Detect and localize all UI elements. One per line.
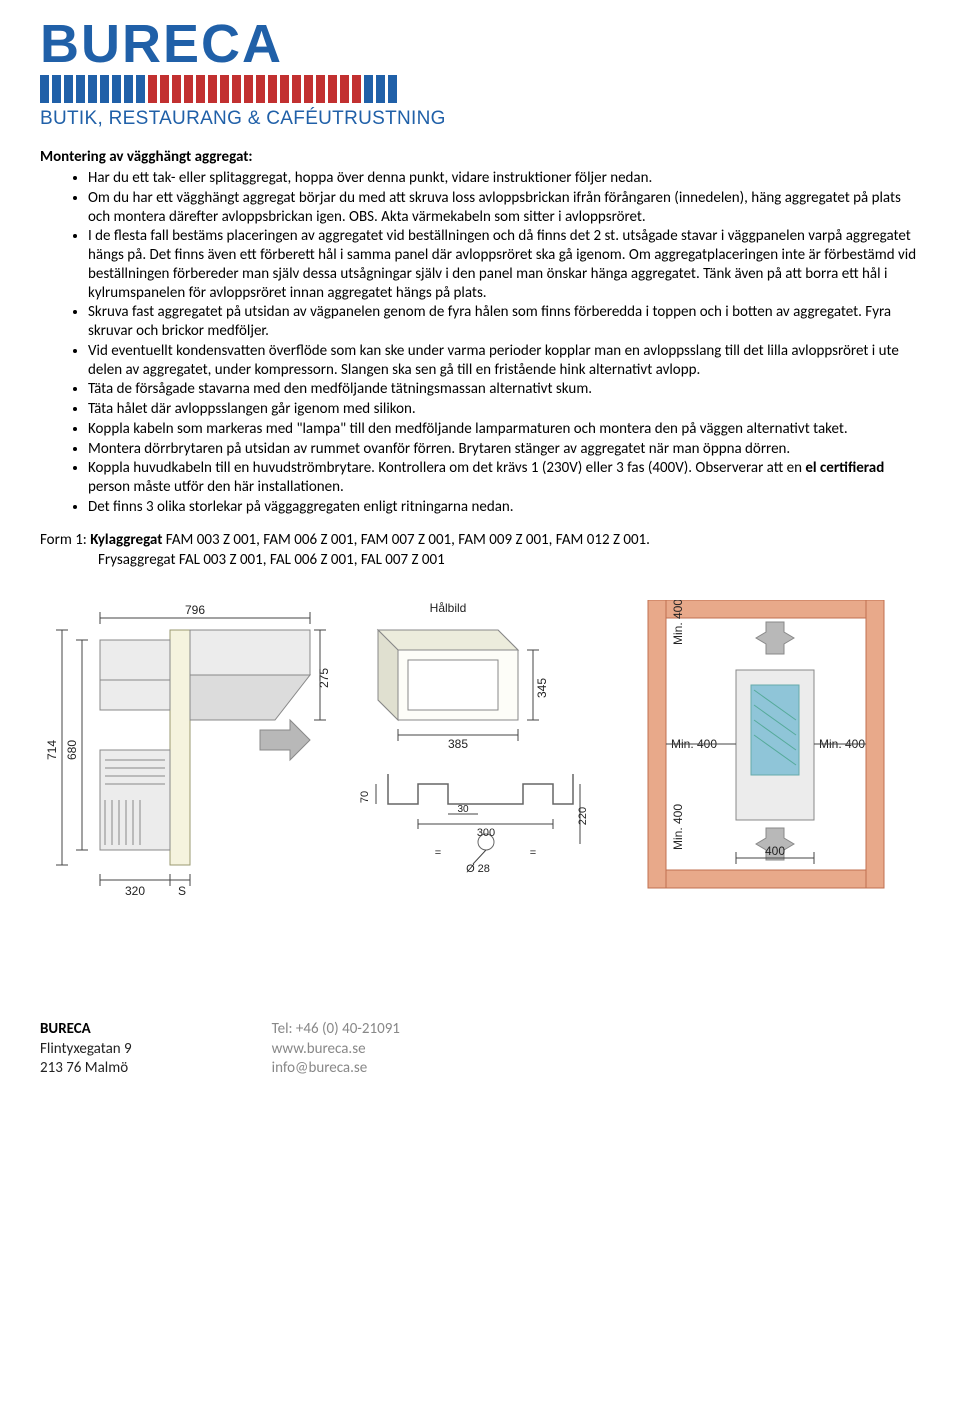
form-rest-1: FAM 003 Z 001, FAM 006 Z 001, FAM 007 Z … [162, 531, 650, 549]
dim-714: 714 [45, 740, 59, 760]
page-footer: BURECA Flintyxegatan 9 213 76 Malmö Tel:… [40, 1020, 920, 1079]
bullet-item: I de flesta fall bestäms placeringen av … [88, 227, 920, 302]
form-line-2: Frysaggregat FAL 003 Z 001, FAL 006 Z 00… [40, 551, 920, 570]
dim-70: 70 [359, 791, 371, 803]
bullet-item: Om du har ett vägghängt aggregat börjar … [88, 189, 920, 227]
bullet-item: Täta hålet där avloppsslangen går igenom… [88, 400, 920, 419]
footer-email: info@bureca.se [272, 1059, 400, 1079]
bullet-item: Skruva fast aggregatet på utsidan av väg… [88, 303, 920, 341]
bullet-item: Montera dörrbrytaren på utsidan av rumme… [88, 440, 920, 459]
form-prefix: Form 1: [40, 531, 90, 549]
footer-web: www.bureca.se [272, 1040, 400, 1060]
bullet-item: Koppla huvudkabeln till en huvudströmbry… [88, 459, 920, 497]
bullet-item: Har du ett tak- eller splitaggregat, hop… [88, 169, 920, 188]
dim-220: 220 [577, 807, 588, 825]
logo-bars [40, 75, 920, 103]
dim-30: 30 [457, 804, 469, 815]
dim-680: 680 [65, 740, 79, 760]
dim-d28: Ø 28 [466, 863, 490, 875]
bullet-item: Täta de försågade stavarna med den medfö… [88, 380, 920, 399]
bullet-item: Koppla kabeln som markeras med "lampa" t… [88, 420, 920, 439]
footer-addr2: 213 76 Malmö [40, 1059, 132, 1079]
min400-bot: Min. 400 [671, 804, 685, 850]
form-rest-2: FAL 003 Z 001, FAL 006 Z 001, FAL 007 Z … [176, 551, 445, 569]
footer-tel: Tel: +46 (0) 40-21091 [272, 1020, 400, 1040]
section-heading: Montering av vägghängt aggregat: [40, 148, 920, 167]
form-label-1: Kylaggregat [90, 531, 162, 549]
footer-name: BURECA [40, 1020, 132, 1040]
logo-block: BURECA BUTIK, RESTAURANG & CAFÉUTRUSTNIN… [40, 20, 920, 130]
halbild-title: Hålbild [430, 601, 467, 615]
dim-300: 300 [477, 827, 495, 839]
form-label-2: Frysaggregat [98, 551, 176, 569]
form-line-1: Form 1: Kylaggregat FAM 003 Z 001, FAM 0… [40, 531, 920, 550]
footer-contact: Tel: +46 (0) 40-21091 www.bureca.se info… [272, 1020, 400, 1079]
dim-385: 385 [448, 737, 468, 750]
dim-275: 275 [317, 668, 330, 688]
diagram-halbild: Hålbild 345 385 [348, 600, 568, 750]
dim-345: 345 [535, 678, 549, 698]
min400-top: Min. 400 [671, 600, 685, 645]
dim-796: 796 [185, 603, 205, 617]
dim-320: 320 [125, 884, 145, 898]
diagram-side-view: 796 714 68 [40, 600, 330, 900]
bullet-list: Har du ett tak- eller splitaggregat, hop… [40, 169, 920, 517]
logo-tagline: BUTIK, RESTAURANG & CAFÉUTRUSTNING [40, 107, 920, 131]
bullet-item: Vid eventuellt kondensvatten överflöde s… [88, 342, 920, 380]
bullet-item: Det finns 3 olika storlekar på väggaggre… [88, 498, 920, 517]
dim-eq-r: = [530, 847, 536, 859]
dim-eq-l: = [435, 847, 441, 859]
footer-addr1: Flintyxegatan 9 [40, 1040, 132, 1060]
label-s: S [178, 884, 186, 898]
logo-name: BURECA [40, 20, 920, 69]
diagram-cutout-dims: 70 30 300 = = Ø 28 220 [348, 764, 588, 894]
diagrams-row: 796 714 68 [40, 600, 920, 900]
diagram-clearances: Min. 400 Min. 400 Min. 400 Min. 400 400 [606, 600, 886, 900]
footer-address: BURECA Flintyxegatan 9 213 76 Malmö [40, 1020, 132, 1079]
dim-400: 400 [765, 844, 785, 858]
